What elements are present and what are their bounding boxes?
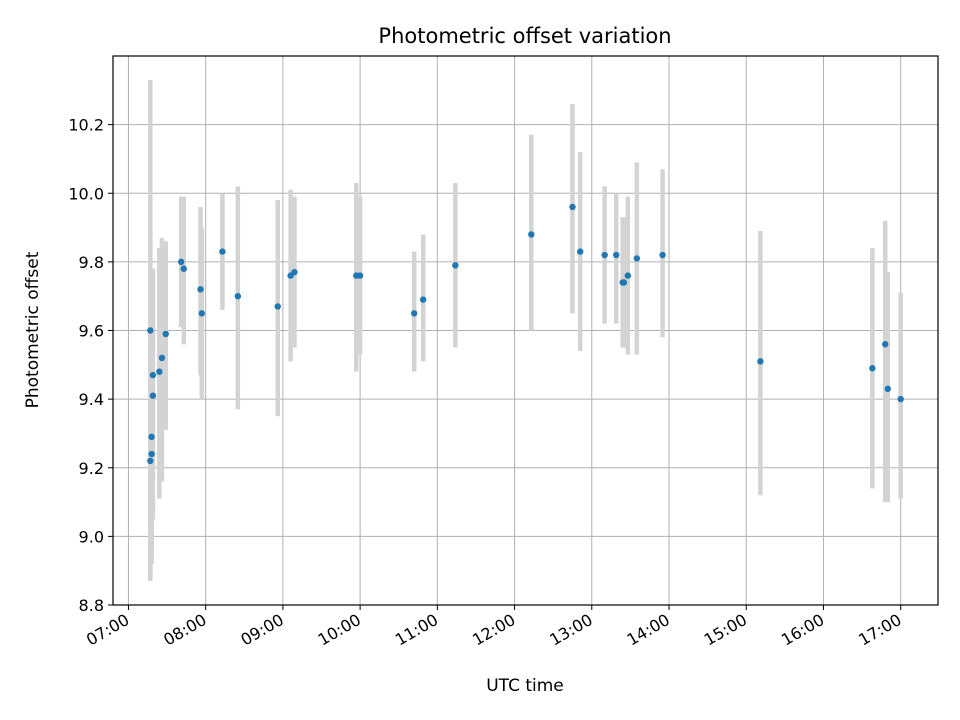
data-point xyxy=(178,258,185,266)
data-point xyxy=(148,450,155,458)
data-point xyxy=(356,272,364,279)
data-point xyxy=(659,251,666,259)
data-point xyxy=(869,365,876,372)
data-point xyxy=(569,203,576,211)
data-point xyxy=(419,296,427,303)
data-point xyxy=(180,265,187,272)
data-point xyxy=(158,354,166,362)
data-point xyxy=(147,457,154,465)
y-tick-label: 10.0 xyxy=(68,184,104,203)
data-point xyxy=(884,385,892,393)
data-point xyxy=(601,251,608,259)
y-axis-label: Photometric offset xyxy=(23,251,43,408)
data-point xyxy=(149,371,157,379)
point-layer xyxy=(147,203,904,465)
data-point xyxy=(576,248,584,255)
data-point xyxy=(149,392,157,399)
data-point xyxy=(219,248,226,255)
x-axis-label: UTC time xyxy=(486,676,564,696)
data-point xyxy=(882,341,889,348)
chart-title: Photometric offset variation xyxy=(378,24,671,48)
data-point xyxy=(148,433,155,441)
data-point xyxy=(633,255,641,262)
data-point xyxy=(624,272,632,279)
data-point xyxy=(897,395,904,403)
y-tick-label: 9.6 xyxy=(79,322,104,341)
data-point xyxy=(410,310,418,317)
data-point xyxy=(757,358,764,365)
data-point xyxy=(613,251,620,259)
data-point xyxy=(162,330,169,338)
y-tick-label: 9.4 xyxy=(79,390,104,409)
y-tick-label: 10.2 xyxy=(68,116,104,135)
data-point xyxy=(274,303,281,310)
data-point xyxy=(147,327,154,334)
y-tick-label: 8.8 xyxy=(79,596,104,615)
data-point xyxy=(291,268,298,276)
data-point xyxy=(620,279,628,286)
data-point xyxy=(197,286,204,293)
data-point xyxy=(528,231,535,238)
data-point xyxy=(452,262,459,269)
y-tick-label: 9.8 xyxy=(79,253,104,272)
data-point xyxy=(234,292,242,300)
data-point xyxy=(156,368,163,375)
y-tick-label: 9.0 xyxy=(79,527,104,546)
y-tick-label: 9.2 xyxy=(79,459,104,478)
data-point xyxy=(198,310,206,317)
